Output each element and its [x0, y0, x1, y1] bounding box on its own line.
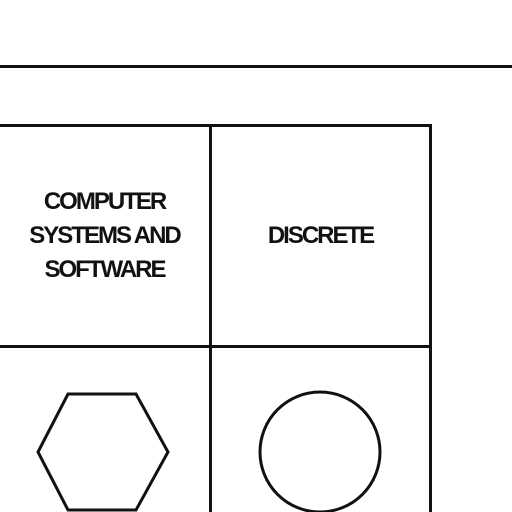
table-right-border — [429, 124, 432, 512]
top-divider-line — [0, 65, 512, 68]
symbol-legend-table: COMPUTER SYSTEMS AND SOFTWARE DISCRETE — [0, 124, 432, 512]
table-top-border — [0, 124, 432, 127]
legend-label-discrete: DISCRETE — [267, 222, 375, 249]
legend-label-computer-systems-and-software: COMPUTER SYSTEMS AND SOFTWARE — [29, 188, 181, 283]
hexagon-symbol-icon — [36, 392, 170, 512]
table-column-divider — [209, 124, 212, 512]
circle-symbol-icon — [258, 390, 382, 512]
table-row-divider — [0, 345, 432, 348]
